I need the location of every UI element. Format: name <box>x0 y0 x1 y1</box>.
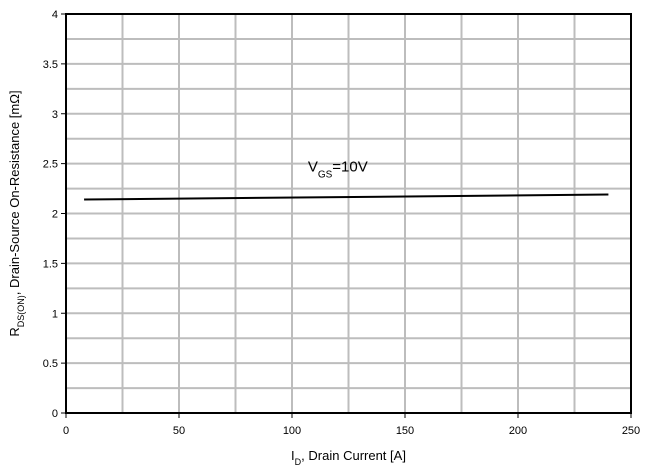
y-tick-label: 4 <box>52 9 58 21</box>
x-tick-label: 50 <box>173 425 185 437</box>
series-layer <box>84 193 609 201</box>
x-tick-label: 100 <box>283 425 301 437</box>
y-tick-label: 2.5 <box>43 159 58 171</box>
y-axis-label-main: R <box>7 327 22 336</box>
y-tick-label: 2 <box>52 209 58 221</box>
y-axis-label-rest: , Drain-Source On-Resistance [mΩ] <box>7 90 22 295</box>
y-tick-label: 3.5 <box>43 59 58 71</box>
x-axis-label-sub: D <box>295 457 302 467</box>
x-axis-label-rest: , Drain Current [A] <box>301 448 406 463</box>
x-tick-labels: 0 50 100 150 200 250 <box>63 425 640 437</box>
tick-marks <box>61 13 632 418</box>
y-tick-label: 3 <box>52 109 58 121</box>
x-tick-label: 150 <box>396 425 414 437</box>
vgs-annotation: VGS=10V <box>308 159 368 181</box>
y-axis-label-sub: DS(ON) <box>16 295 26 327</box>
annotation-main: V <box>308 159 318 176</box>
annotations: VGS=10V <box>308 159 368 181</box>
series-line <box>84 193 609 201</box>
y-axis-label: RDS(ON), Drain-Source On-Resistance [mΩ] <box>7 90 26 336</box>
grid <box>66 14 631 413</box>
x-axis-label: ID, Drain Current [A] <box>291 448 406 467</box>
annotation-rest: =10V <box>332 159 367 176</box>
x-tick-label: 200 <box>509 425 527 437</box>
y-tick-label: 1.5 <box>43 258 58 270</box>
y-tick-label: 0 <box>52 408 58 420</box>
x-axis-label-main: I <box>291 448 295 463</box>
x-tick-label: 0 <box>63 425 69 437</box>
x-tick-label: 250 <box>622 425 640 437</box>
annotation-sub: GS <box>318 169 333 180</box>
y-tick-labels: 0 0.5 1 1.5 2 2.5 3 3.5 4 <box>43 9 58 420</box>
y-tick-label: 0.5 <box>43 358 58 370</box>
y-tick-label: 1 <box>52 308 58 320</box>
